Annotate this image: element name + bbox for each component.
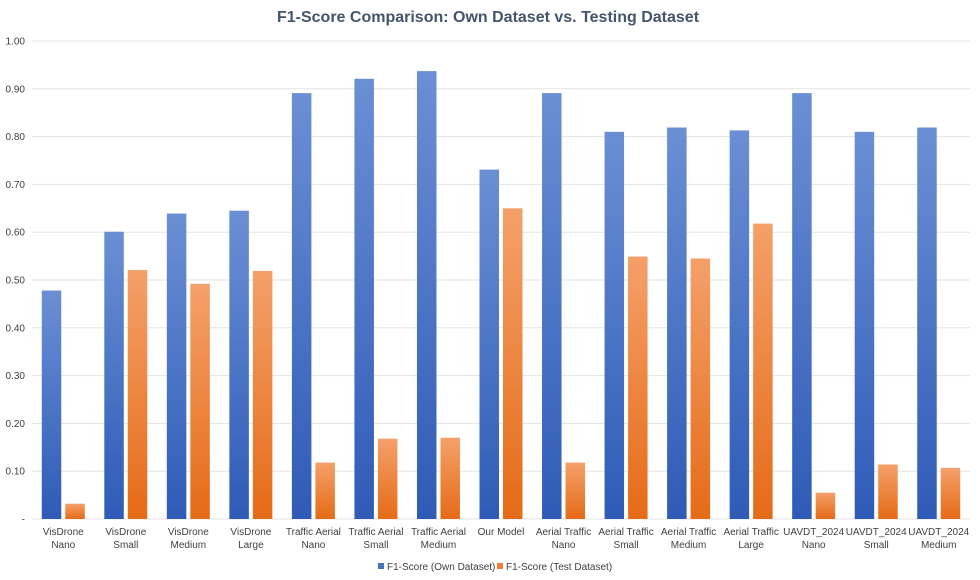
x-category-label: VisDrone Medium bbox=[168, 527, 209, 551]
gridlines bbox=[32, 40, 970, 520]
bars bbox=[41, 71, 961, 520]
bar-test-dataset bbox=[503, 208, 523, 520]
x-category-label: VisDrone Large bbox=[230, 527, 271, 551]
x-category-label: Aerial Traffic Medium bbox=[661, 527, 716, 551]
bar-own-dataset bbox=[104, 231, 124, 520]
x-category-label: Traffic Aerial Small bbox=[348, 527, 403, 551]
x-axis-category-labels: VisDrone Nano VisDrone Small VisDrone Medium V… bbox=[43, 527, 970, 551]
x-category-label: UAVDT_2024 Small bbox=[846, 527, 907, 551]
bar-test-dataset bbox=[252, 270, 273, 519]
bar-own-dataset bbox=[917, 127, 937, 519]
y-tick-label: 0.90 bbox=[6, 84, 26, 95]
bar-own-dataset bbox=[854, 131, 875, 519]
y-tick-label: - bbox=[22, 515, 25, 526]
x-category-label: UAVDT_2024 Medium bbox=[908, 527, 969, 551]
bar-own-dataset bbox=[792, 93, 812, 520]
bar-own-dataset bbox=[166, 213, 187, 520]
bar-own-dataset bbox=[604, 131, 625, 519]
bar-test-dataset bbox=[127, 269, 148, 519]
bar-test-dataset bbox=[815, 492, 836, 519]
legend-swatch bbox=[378, 563, 384, 569]
y-tick-label: 0.80 bbox=[6, 132, 26, 143]
bar-own-dataset bbox=[354, 78, 374, 520]
chart-title: F1-Score Comparison: Own Dataset vs. Tes… bbox=[277, 9, 700, 26]
bar-own-dataset bbox=[229, 210, 249, 519]
bar-own-dataset bbox=[542, 93, 562, 520]
bar-test-dataset bbox=[690, 258, 711, 519]
y-axis-tick-labels: - 0.10 0.20 0.30 0.40 0.50 0.60 0.70 0.80 0.90 1.0… bbox=[6, 37, 26, 526]
bar-own-dataset bbox=[41, 290, 62, 519]
x-category-label: Aerial Traffic Small bbox=[598, 527, 653, 551]
y-tick-label: 0.20 bbox=[6, 419, 26, 430]
bar-test-dataset bbox=[65, 503, 85, 519]
bar-test-dataset bbox=[315, 462, 335, 519]
legend: F1-Score (Own Dataset) F1-Score (Test Dat… bbox=[378, 562, 612, 573]
bar-test-dataset bbox=[628, 256, 648, 519]
bar-own-dataset bbox=[729, 130, 750, 520]
y-tick-label: 1.00 bbox=[6, 37, 26, 48]
legend-label: F1-Score (Test Dataset) bbox=[506, 562, 612, 573]
x-category-label: VisDrone Small bbox=[105, 527, 146, 551]
bar-test-dataset bbox=[940, 467, 961, 519]
bar-test-dataset bbox=[377, 438, 398, 519]
y-tick-label: 0.50 bbox=[6, 276, 26, 287]
bar-test-dataset bbox=[190, 283, 210, 519]
x-category-label: Traffic Aerial Nano bbox=[286, 527, 341, 551]
bar-test-dataset bbox=[440, 437, 460, 519]
x-category-label: Our Model bbox=[478, 527, 525, 538]
bar-test-dataset bbox=[565, 462, 586, 519]
y-tick-label: 0.40 bbox=[6, 323, 26, 334]
y-tick-label: 0.60 bbox=[6, 228, 26, 239]
x-category-label: Aerial Traffic Nano bbox=[536, 527, 591, 551]
legend-label: F1-Score (Own Dataset) bbox=[387, 562, 495, 573]
y-tick-label: 0.70 bbox=[6, 180, 26, 191]
bar-test-dataset bbox=[753, 223, 773, 519]
x-category-label: Traffic Aerial Medium bbox=[411, 527, 466, 551]
y-tick-label: 0.10 bbox=[6, 467, 26, 478]
x-category-label: VisDrone Nano bbox=[43, 527, 84, 551]
legend-swatch bbox=[497, 563, 503, 569]
bar-own-dataset bbox=[667, 127, 687, 519]
bar-own-dataset bbox=[416, 71, 437, 519]
y-tick-label: 0.30 bbox=[6, 371, 26, 382]
x-category-label: Aerial Traffic Large bbox=[723, 527, 778, 551]
bar-own-dataset bbox=[479, 169, 499, 519]
bar-test-dataset bbox=[878, 464, 898, 519]
bar-own-dataset bbox=[291, 93, 312, 520]
x-category-label: UAVDT_2024 Nano bbox=[783, 527, 844, 551]
